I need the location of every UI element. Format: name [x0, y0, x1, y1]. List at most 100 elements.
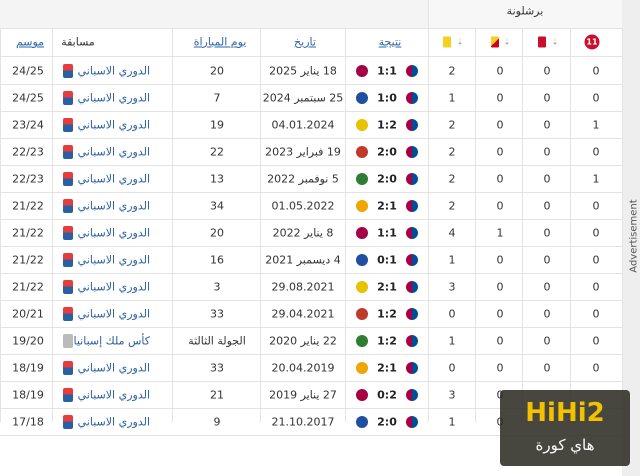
divider [428, 28, 429, 422]
competition: الدوري الاسباني [77, 64, 150, 78]
competition-logo [63, 307, 73, 321]
watermark-name: هاي كورة [535, 436, 595, 454]
yellow-red: 0 [496, 253, 504, 267]
penalty: 0 [592, 145, 600, 159]
season: 18/19 [12, 361, 44, 375]
yellow: 1 [448, 253, 456, 267]
divider [0, 56, 622, 57]
home-crest [356, 200, 368, 212]
competition-logo [63, 253, 73, 267]
result: 2:1 [377, 199, 397, 213]
home-crest [356, 335, 368, 347]
result: 1:1 [377, 64, 397, 78]
away-crest [406, 92, 418, 104]
team-header [428, 0, 623, 28]
competition: الدوري الاسباني [77, 388, 150, 402]
result-header[interactable]: نتيجة [378, 35, 402, 49]
competition: الدوري الاسباني [77, 145, 150, 159]
season: 21/22 [12, 199, 44, 213]
competition: كأس ملك إسبانيا [73, 334, 151, 348]
result: 2:1 [377, 280, 397, 294]
away-crest [406, 200, 418, 212]
red: 0 [543, 253, 551, 267]
yellow: 3 [448, 388, 456, 402]
red: 0 [543, 226, 551, 240]
result: 1:0 [377, 91, 397, 105]
header-blank [0, 0, 428, 28]
date: 20.04.2019 [271, 361, 335, 375]
date: 29.04.2021 [271, 307, 335, 321]
divider [0, 219, 622, 220]
team-name: برشلونة [506, 4, 544, 18]
date-header[interactable]: تاريخ [294, 35, 316, 49]
season: 22/23 [12, 145, 44, 159]
date: 8 يناير 2022 [272, 226, 334, 240]
date: 21.10.2017 [271, 415, 335, 429]
divider [0, 84, 622, 85]
result: 1:2 [377, 334, 397, 348]
ad-strip [622, 0, 640, 476]
matchday: 16 [210, 253, 224, 267]
red: 0 [543, 91, 551, 105]
away-crest [406, 227, 418, 239]
season: 24/25 [12, 91, 44, 105]
divider [172, 28, 173, 422]
result: 1:2 [377, 118, 397, 132]
away-crest [406, 65, 418, 77]
competition-header: مسابقة [61, 35, 95, 49]
season: 21/22 [12, 226, 44, 240]
away-crest [406, 362, 418, 374]
season-header[interactable]: موسم [15, 35, 45, 49]
competition: الدوري الاسباني [77, 307, 150, 321]
season: 22/23 [12, 172, 44, 186]
competition: الدوري الاسباني [77, 172, 150, 186]
competition-logo [63, 280, 73, 294]
home-crest [356, 173, 368, 185]
season: 21/22 [12, 280, 44, 294]
red: 0 [543, 280, 551, 294]
sort-icon: ⇣ [551, 37, 559, 47]
yellow: 0 [448, 307, 456, 321]
season: 21/22 [12, 253, 44, 267]
matchday: 34 [210, 199, 224, 213]
competition-logo [63, 361, 73, 375]
away-crest [406, 335, 418, 347]
divider [570, 28, 571, 422]
yellow-red: 0 [496, 307, 504, 321]
matchday: 33 [210, 361, 224, 375]
competition-logo [63, 199, 73, 213]
matchday: 19 [210, 118, 224, 132]
result: 2:0 [377, 172, 397, 186]
competition-logo [63, 388, 73, 402]
date: 4 ديسمبر 2021 [265, 253, 341, 267]
home-crest [356, 65, 368, 77]
yellow-red: 0 [496, 145, 504, 159]
penalty: 0 [592, 307, 600, 321]
divider [0, 28, 1, 422]
away-crest [406, 119, 418, 131]
matchday-header[interactable]: يوم المباراة [193, 35, 247, 49]
matchday: الجولة الثالثة [188, 334, 246, 348]
date: 01.05.2022 [271, 199, 335, 213]
divider [0, 28, 622, 29]
yellow-red-icon [491, 36, 499, 48]
competition: الدوري الاسباني [77, 361, 150, 375]
away-crest [406, 281, 418, 293]
yellow: 2 [448, 64, 456, 78]
red: 0 [543, 334, 551, 348]
date: 04.01.2024 [271, 118, 335, 132]
yellow-red: 0 [496, 172, 504, 186]
season: 18/19 [12, 388, 44, 402]
red: 0 [543, 307, 551, 321]
penalty: 0 [592, 280, 600, 294]
divider [0, 300, 622, 301]
divider [0, 408, 622, 409]
divider [260, 28, 261, 422]
penalty: 0 [592, 334, 600, 348]
ad-label: Advertisement [628, 199, 640, 273]
competition-logo [63, 91, 73, 105]
yellow-red: 0 [496, 280, 504, 294]
home-crest [356, 92, 368, 104]
competition: الدوري الاسباني [77, 199, 150, 213]
